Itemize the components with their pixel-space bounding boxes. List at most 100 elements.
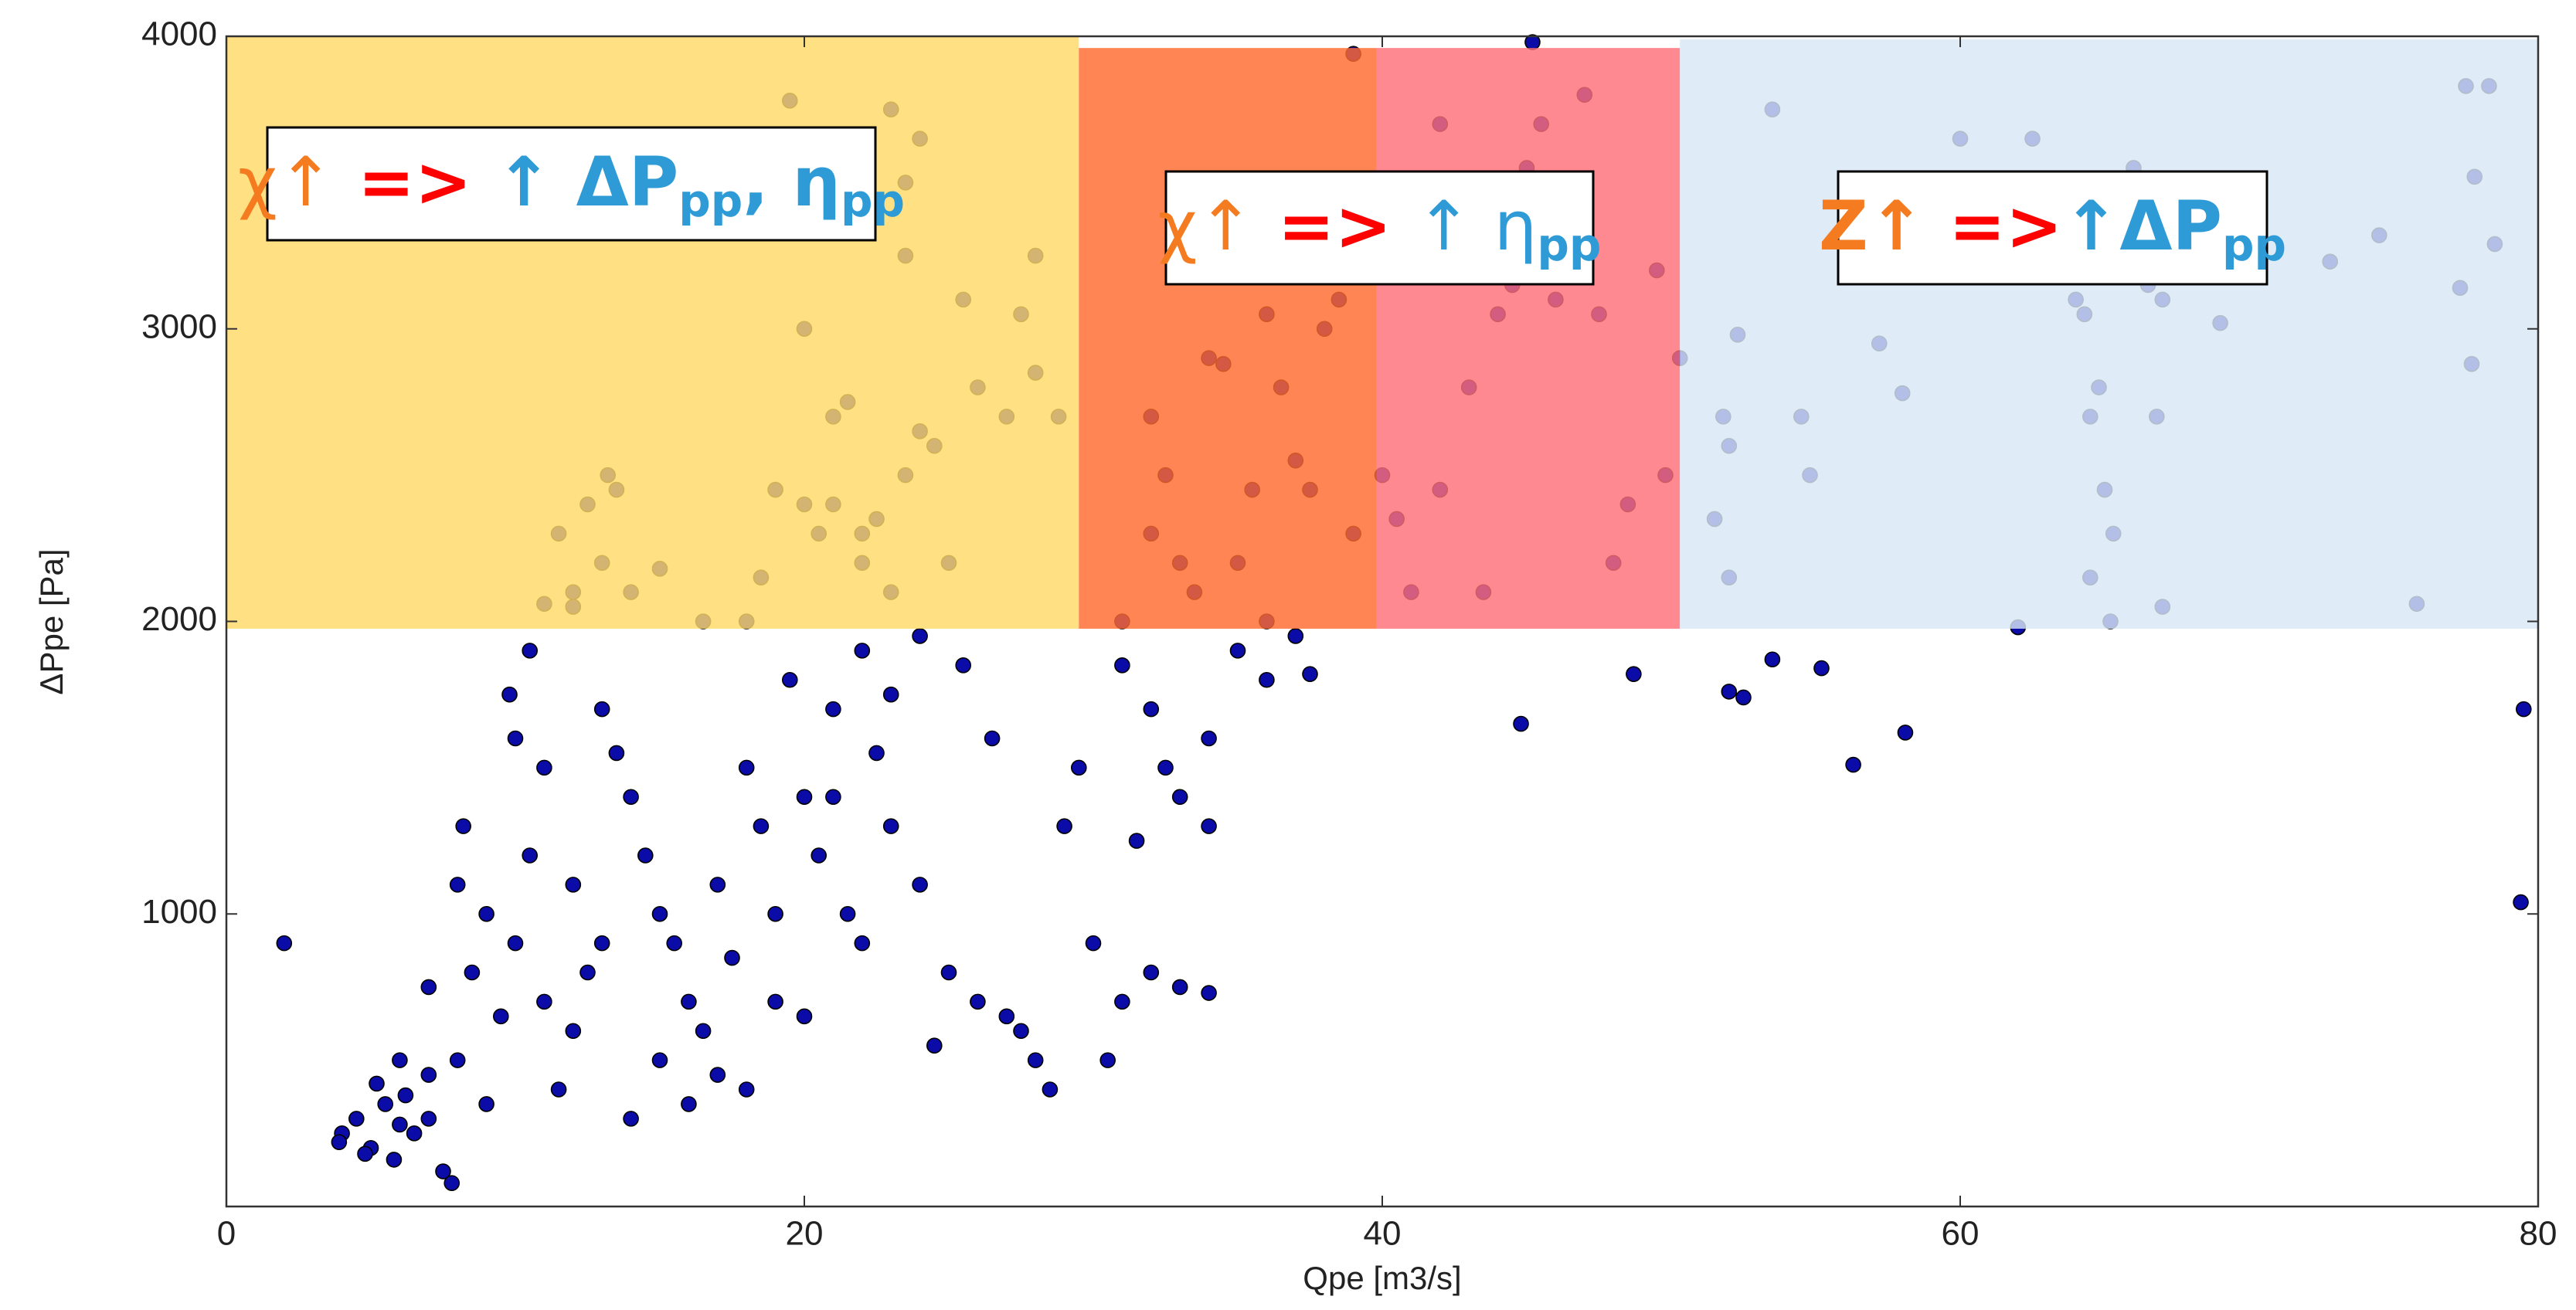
point	[392, 1052, 408, 1068]
point	[2516, 701, 2532, 718]
point	[623, 789, 639, 806]
point	[854, 935, 871, 952]
annotation-part: , η	[743, 142, 841, 222]
region	[1079, 48, 1377, 629]
annotation-box	[1837, 170, 2268, 286]
point	[1626, 666, 1642, 682]
point	[738, 1081, 755, 1098]
point	[637, 847, 654, 864]
point	[420, 1111, 437, 1127]
point	[912, 877, 928, 893]
point	[709, 877, 726, 893]
point	[1085, 935, 1102, 952]
y-axis-label: ΔPpe [Pa]	[33, 548, 70, 694]
annotation-part: ↑ΔP	[2063, 186, 2222, 266]
point	[276, 935, 293, 952]
point	[767, 993, 783, 1010]
point	[443, 1175, 460, 1191]
point	[435, 1163, 451, 1179]
point	[1735, 689, 1752, 706]
point	[1201, 985, 1217, 1001]
point	[681, 993, 697, 1010]
point	[2513, 894, 2529, 911]
point	[397, 1087, 414, 1104]
point	[651, 1052, 668, 1068]
annotation-part: χ↑	[1158, 186, 1255, 266]
x-tick-label: 40	[1364, 1215, 1402, 1253]
point	[1027, 1052, 1044, 1068]
annotation-text: χ↑ => ↑ ΔPpp, ηpp	[238, 142, 905, 227]
point	[478, 1096, 494, 1112]
point	[623, 1111, 639, 1127]
point	[1259, 671, 1275, 688]
point	[1071, 759, 1087, 776]
point	[377, 1096, 394, 1112]
annotation-text: χ↑ => ↑ ηpp	[1158, 186, 1602, 271]
point	[1201, 730, 1217, 747]
point	[492, 1008, 509, 1025]
point	[522, 847, 539, 864]
point	[507, 935, 524, 952]
point	[998, 1008, 1015, 1025]
point	[1229, 643, 1246, 659]
annotation-box	[266, 126, 877, 242]
point	[1042, 1081, 1059, 1098]
point	[1013, 1023, 1029, 1040]
point	[449, 1052, 466, 1068]
point	[348, 1111, 365, 1127]
point	[420, 979, 437, 996]
point	[955, 657, 971, 674]
point	[1171, 789, 1188, 806]
point	[1721, 684, 1738, 700]
point	[392, 1116, 408, 1133]
x-tick-label: 0	[217, 1215, 236, 1253]
point	[1114, 657, 1130, 674]
point	[984, 730, 1001, 747]
point	[1157, 759, 1174, 776]
point	[464, 964, 481, 981]
point	[868, 745, 885, 762]
point	[825, 701, 841, 718]
point	[926, 1037, 943, 1054]
point	[1171, 979, 1188, 996]
point	[478, 905, 494, 922]
point	[449, 877, 466, 893]
y-tick-label: 3000	[141, 307, 217, 345]
y-tick-label: 4000	[141, 15, 217, 53]
annotation-part: ↑ ΔP	[495, 142, 678, 222]
point	[369, 1075, 385, 1092]
point	[724, 949, 740, 966]
point	[593, 935, 610, 952]
point	[608, 745, 625, 762]
region	[226, 36, 1079, 629]
point	[455, 818, 471, 834]
x-tick-label: 60	[1942, 1215, 1980, 1253]
y-tick-label: 2000	[141, 600, 217, 638]
point	[1287, 628, 1304, 644]
point	[1114, 993, 1130, 1010]
point	[912, 628, 928, 644]
annotation-part: pp	[2222, 219, 2286, 271]
point	[1099, 1052, 1116, 1068]
point	[695, 1023, 712, 1040]
point	[386, 1152, 403, 1168]
point	[767, 905, 783, 922]
point	[753, 818, 770, 834]
point	[550, 1081, 567, 1098]
point	[501, 686, 518, 703]
point	[507, 730, 524, 747]
annotation-part: =>	[1254, 186, 1415, 266]
point	[536, 759, 552, 776]
point	[839, 905, 856, 922]
point	[681, 1096, 697, 1112]
point	[1513, 715, 1529, 732]
point	[1201, 818, 1217, 834]
point	[1056, 818, 1072, 834]
annotation-part: pp	[1537, 219, 1601, 271]
point	[781, 671, 798, 688]
annotation-text: Z↑ =>↑ΔPpp	[1819, 186, 2286, 271]
point	[940, 964, 957, 981]
point	[709, 1067, 726, 1083]
point	[1128, 833, 1145, 849]
annotation-box	[1164, 170, 1595, 286]
